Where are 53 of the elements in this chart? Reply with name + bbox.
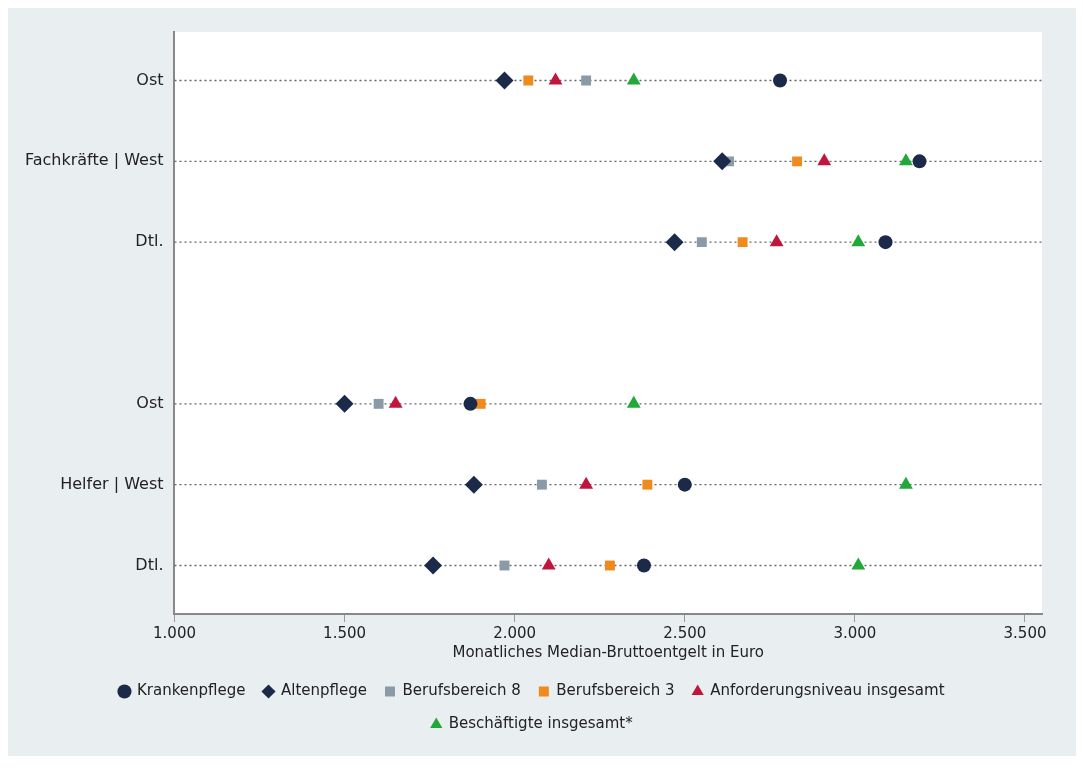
point (792, 156, 803, 167)
point (696, 237, 707, 248)
point (335, 394, 354, 413)
point (898, 153, 913, 166)
point (773, 73, 788, 88)
legend-label: Berufsbereich 8 (402, 681, 521, 700)
legend-label: Anforderungsniveau insgesamt (710, 681, 945, 700)
point (373, 398, 384, 409)
point (536, 479, 547, 490)
point (475, 398, 486, 409)
point (464, 475, 483, 494)
point (851, 234, 866, 247)
y-tick-label: Helfer | West (60, 473, 164, 493)
x-axis-title: Monatliches Median-Bruttoentgelt in Euro (452, 642, 765, 661)
point (541, 557, 556, 570)
point (769, 234, 784, 247)
y-tick-label: Fachkräfte | West (24, 150, 164, 170)
legend-label: Berufsbereich 3 (556, 681, 675, 700)
point (642, 479, 653, 490)
point (636, 558, 651, 573)
point (677, 477, 692, 492)
point (665, 233, 684, 252)
point (626, 72, 641, 85)
y-tick-label: Ost (136, 392, 164, 412)
point (878, 235, 893, 250)
point (605, 560, 615, 571)
point (463, 396, 478, 411)
y-tick-label: Dtl. (135, 231, 164, 251)
x-tick-label: 1.000 (153, 623, 196, 642)
x-tick-label: 1.500 (323, 623, 367, 642)
point (579, 476, 594, 489)
point (713, 152, 732, 171)
point (912, 154, 927, 169)
point (388, 395, 403, 408)
x-tick-label: 3.500 (1003, 623, 1047, 642)
point (626, 395, 641, 408)
point (548, 72, 563, 85)
legend-label: Altenpflege (280, 681, 367, 700)
point (817, 153, 832, 166)
point (424, 556, 443, 575)
x-tick-label: 2.000 (493, 623, 537, 642)
point (581, 75, 592, 86)
y-tick-label: Dtl. (135, 554, 164, 574)
y-tick-label: Ost (136, 69, 164, 89)
legend-label: Krankenpflege (136, 681, 246, 700)
point (851, 557, 866, 570)
point (898, 476, 913, 489)
point (523, 75, 534, 86)
x-tick-label: 3.000 (833, 623, 877, 642)
point (737, 237, 748, 248)
point (495, 71, 514, 90)
legend-label: Beschäftigte insgesamt* (448, 714, 634, 733)
x-tick-label: 2.500 (663, 623, 707, 642)
